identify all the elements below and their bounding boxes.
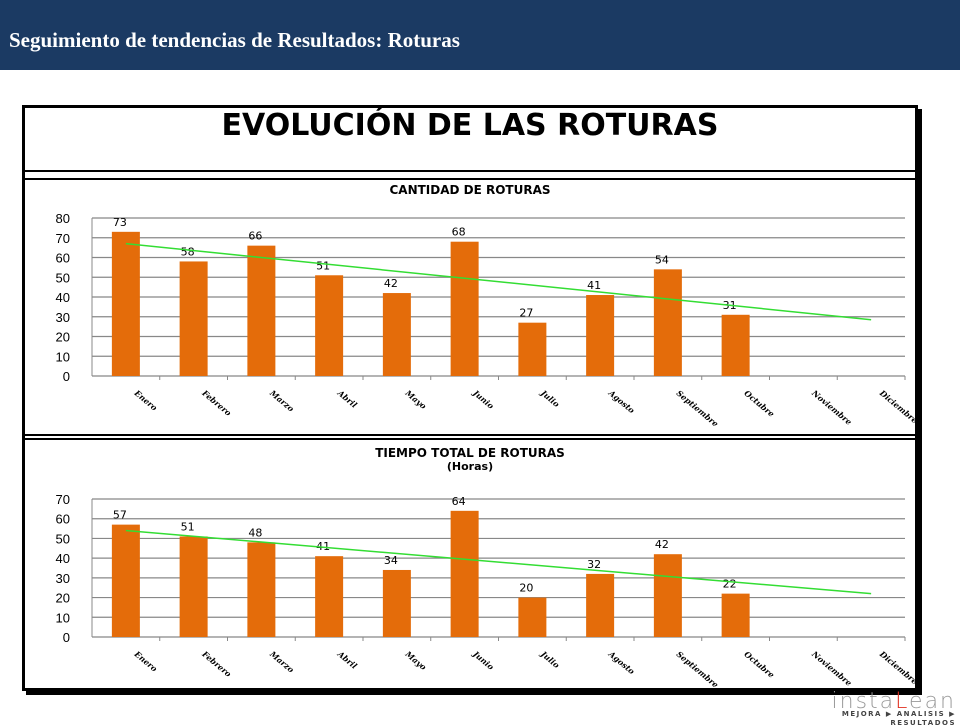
y-tick-label: 0 [63, 369, 70, 384]
x-tick-label: Abril [335, 648, 359, 671]
x-tick-label: Febrero [200, 648, 234, 679]
x-tick-label: Febrero [200, 387, 234, 418]
frame-title: EVOLUCIÓN DE LAS ROTURAS [25, 108, 915, 172]
bar [586, 573, 615, 637]
bar [518, 597, 547, 637]
x-tick-label: Octubre [742, 388, 776, 419]
charts-svg: CANTIDAD DE ROTURAS 0 10 20 30 40 50 60 70 80 73 En… [56, 183, 915, 688]
bar [653, 269, 682, 376]
bar [247, 542, 276, 637]
logo: instaLean MEJORA ▶ ANALISIS ▶ RESULTADOS [780, 689, 956, 728]
trendline [125, 242, 872, 321]
data-label: 66 [248, 230, 262, 243]
divider [25, 438, 915, 440]
data-label: 20 [519, 582, 533, 595]
bar [518, 322, 547, 376]
page-title: Seguimiento de tendencias de Resultados:… [9, 28, 460, 52]
data-label: 27 [519, 307, 533, 320]
x-tick-label: Noviembre [809, 648, 854, 688]
chart-title: CANTIDAD DE ROTURAS [389, 183, 550, 197]
divider [25, 434, 915, 436]
header-bar: Seguimiento de tendencias de Resultados:… [0, 0, 960, 70]
x-tick-label: Enero [132, 387, 160, 413]
bar [586, 295, 615, 376]
data-label: 42 [384, 277, 398, 290]
data-label: 64 [452, 495, 466, 508]
data-label: 51 [181, 520, 195, 533]
x-tick-label: Marzo [267, 648, 296, 675]
data-label: 68 [452, 226, 466, 239]
data-label: 57 [113, 509, 127, 522]
trendline [125, 529, 872, 595]
bar [179, 536, 208, 637]
bar [450, 241, 479, 376]
y-tick-label: 50 [56, 531, 70, 546]
x-tick-label: Agosto [606, 648, 637, 676]
divider [25, 178, 915, 180]
x-tick-label: Marzo [267, 387, 296, 414]
bar [721, 314, 750, 376]
y-tick-label: 20 [56, 330, 70, 345]
data-label: 58 [181, 245, 195, 258]
x-tick-label: Octubre [742, 649, 776, 680]
logo-text: instaLean [831, 689, 956, 714]
charts-frame: EVOLUCIÓN DE LAS ROTURAS CANTIDAD DE ROT… [22, 105, 918, 691]
data-label: 54 [655, 253, 669, 266]
y-tick-label: 50 [56, 270, 70, 285]
bar [450, 510, 479, 637]
bar [653, 554, 682, 637]
x-tick-label: Noviembre [809, 387, 854, 427]
y-tick-label: 40 [56, 551, 70, 566]
y-tick-label: 80 [56, 211, 70, 226]
data-label: 22 [723, 578, 737, 591]
data-label: 73 [113, 216, 127, 229]
x-tick-label: Diciembre [877, 387, 915, 425]
y-tick-label: 40 [56, 290, 70, 305]
y-tick-label: 60 [56, 251, 70, 266]
y-tick-label: 20 [56, 591, 70, 606]
y-tick-label: 70 [56, 231, 70, 246]
bar [111, 231, 140, 376]
x-tick-label: Julio [538, 387, 563, 410]
bar [247, 245, 276, 376]
data-label: 48 [248, 526, 262, 539]
x-tick-label: Diciembre [877, 648, 915, 686]
x-tick-label: Abril [335, 387, 359, 410]
x-tick-label: Junio [470, 387, 497, 412]
x-tick-label: Mayo [403, 387, 429, 411]
logo-tagline: MEJORA ▶ ANALISIS ▶ RESULTADOS [841, 710, 956, 727]
chart-title: TIEMPO TOTAL DE ROTURAS [375, 446, 565, 460]
bar [111, 524, 140, 637]
y-tick-label: 30 [56, 571, 70, 586]
bar [382, 569, 411, 637]
data-label: 51 [316, 259, 330, 272]
bar [382, 293, 411, 376]
y-tick-label: 60 [56, 512, 70, 527]
y-tick-label: 10 [56, 610, 70, 625]
bar [315, 275, 344, 376]
data-label: 41 [587, 279, 601, 292]
bar [179, 261, 208, 376]
bar [721, 593, 750, 637]
x-tick-label: Septiembre [675, 649, 721, 688]
x-tick-label: Mayo [403, 648, 429, 672]
x-tick-label: Septiembre [675, 388, 721, 429]
x-tick-label: Agosto [606, 387, 637, 415]
y-tick-label: 10 [56, 349, 70, 364]
data-label: 32 [587, 558, 601, 571]
x-tick-label: Enero [132, 648, 160, 674]
bar [315, 556, 344, 637]
y-tick-label: 0 [63, 630, 70, 645]
y-tick-label: 30 [56, 310, 70, 325]
chart-subtitle: (Horas) [447, 460, 493, 473]
x-tick-label: Junio [470, 648, 497, 673]
x-tick-label: Julio [538, 648, 563, 671]
data-label: 42 [655, 538, 669, 551]
y-tick-label: 70 [56, 492, 70, 507]
data-label: 34 [384, 554, 398, 567]
